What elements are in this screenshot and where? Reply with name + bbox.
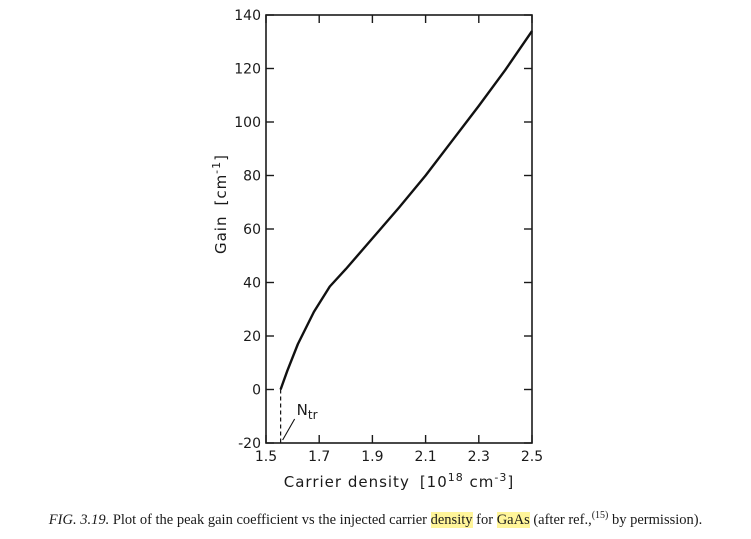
caption-text-2: for: [476, 512, 494, 528]
plot-frame: [265, 14, 533, 444]
x-tick-label-0: 1.5: [255, 449, 277, 465]
caption-reference: (15): [591, 510, 609, 521]
x-tick-label-3: 2.1: [414, 449, 436, 465]
y-tick-label-4: 60: [243, 222, 261, 238]
caption-highlight-density: density: [430, 512, 473, 528]
gain-chart: -20 0 20 40 60 80 100 120 140 1.5 1.7 1.9 2.1 2.3 2.5…: [210, 8, 543, 491]
x-tick-label-1: 1.7: [308, 449, 330, 465]
x-axis-ticks: 1.5 1.7 1.9 2.1 2.3 2.5: [255, 15, 543, 465]
gain-curve: [279, 30, 533, 390]
y-axis-label: Gain[cm-1]: [210, 154, 230, 254]
caption-text-4: by permission).: [612, 512, 703, 528]
transparency-arrow: [282, 418, 296, 441]
figure-caption: FIG. 3.19. Plot of the peak gain coeffic…: [0, 510, 751, 529]
y-tick-label-8: 140: [234, 8, 261, 24]
caption-text-1: Plot of the peak gain coefficient vs the…: [112, 512, 427, 528]
y-tick-label-2: 20: [243, 329, 261, 345]
y-tick-label-1: 0: [252, 383, 261, 399]
caption-text-3: (after ref.,: [533, 512, 592, 528]
transparency-annotation: Ntr: [282, 401, 318, 441]
caption-highlight-gaas: GaAs: [496, 512, 530, 528]
axes-box: [265, 14, 533, 444]
x-tick-label-5: 2.5: [521, 449, 543, 465]
y-tick-label-0: -20: [238, 436, 261, 452]
x-axis-label: Carrier density [1018 cm-3]: [284, 471, 515, 491]
figure-number: FIG. 3.19.: [48, 512, 110, 528]
y-tick-label-5: 80: [243, 169, 261, 185]
y-tick-label-7: 120: [234, 62, 261, 78]
y-tick-label-6: 100: [234, 115, 261, 131]
x-tick-label-4: 2.3: [468, 449, 490, 465]
y-tick-label-3: 40: [243, 276, 261, 292]
y-axis-ticks: -20 0 20 40 60 80 100 120 140: [234, 8, 532, 452]
x-tick-label-2: 1.9: [361, 449, 383, 465]
transparency-label: Ntr: [297, 401, 318, 422]
